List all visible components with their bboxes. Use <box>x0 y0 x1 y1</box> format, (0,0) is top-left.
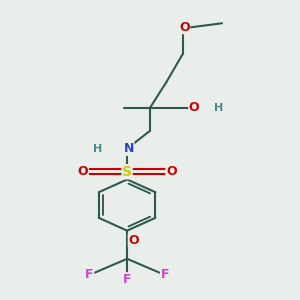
Text: F: F <box>160 268 169 281</box>
Text: O: O <box>78 165 88 178</box>
Text: N: N <box>124 142 134 155</box>
Text: O: O <box>166 165 177 178</box>
Text: S: S <box>122 165 132 179</box>
Text: F: F <box>85 268 94 281</box>
Text: O: O <box>189 101 200 114</box>
Text: H: H <box>93 144 102 154</box>
Text: H: H <box>214 103 223 113</box>
Text: O: O <box>179 21 190 34</box>
Text: O: O <box>128 234 139 247</box>
Text: F: F <box>123 273 131 286</box>
